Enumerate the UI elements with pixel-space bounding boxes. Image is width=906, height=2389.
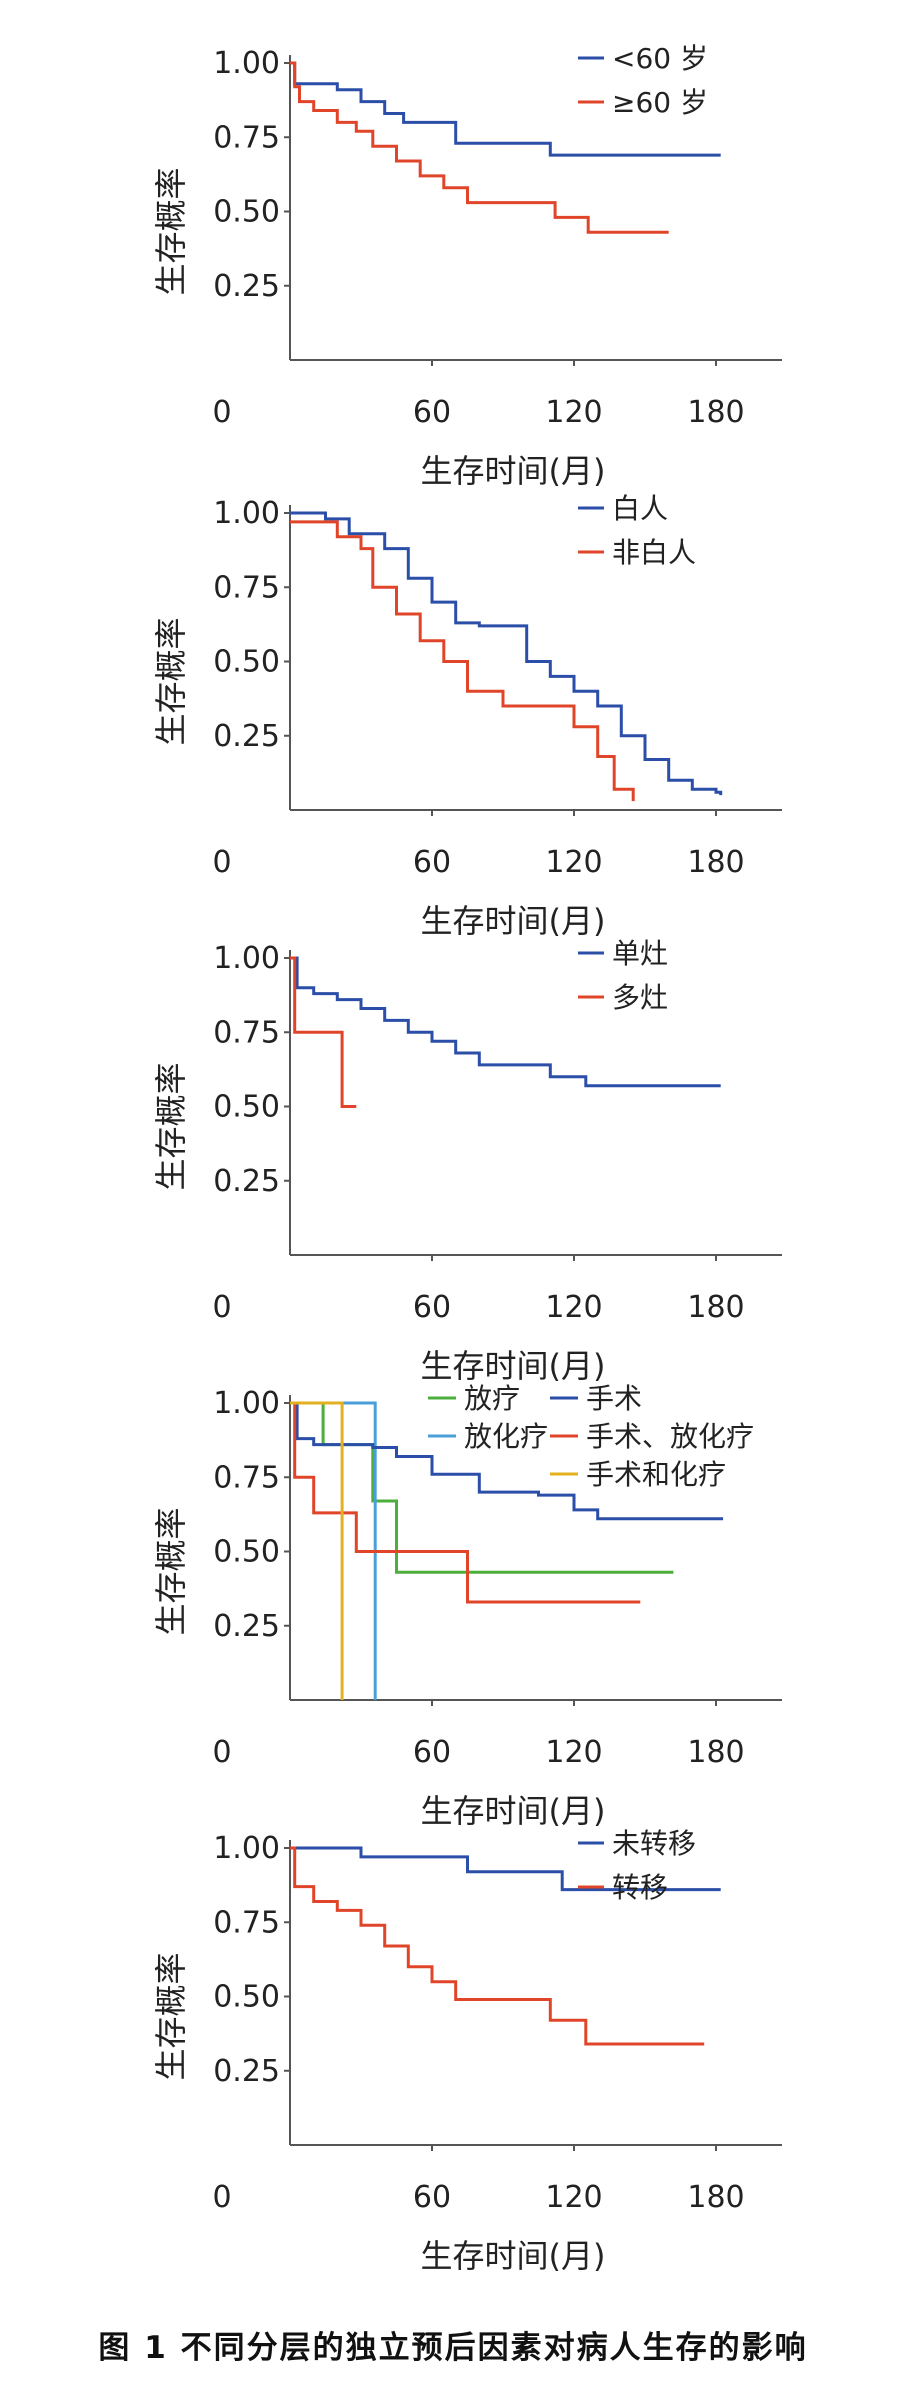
- x-origin-label: 0: [212, 845, 231, 880]
- chart-panel-4: 1.00 0.75 0.50 0.25 0 60 120 180 生存时间(月) 生存概率 放疗放化…: [152, 1382, 782, 1830]
- legend-label: 非白人: [612, 536, 696, 569]
- x-tick-label: 60: [413, 1290, 451, 1325]
- x-tick-label: 120: [545, 395, 602, 430]
- series-line-5: [290, 1401, 344, 1700]
- figure-caption: 图 1 不同分层的独立预后因素对病人生存的影响: [98, 2330, 808, 2366]
- x-origin-label: 0: [212, 1290, 231, 1325]
- legend-label: 放疗: [464, 1382, 520, 1415]
- x-tick-label: 60: [413, 1735, 451, 1770]
- x-tick-label: 120: [545, 1290, 602, 1325]
- y-tick-label: 1.00: [213, 496, 280, 531]
- x-tick-label: 60: [413, 395, 451, 430]
- x-axis-label: 生存时间(月): [421, 1347, 606, 1385]
- y-axis-label: 生存概率: [152, 617, 190, 745]
- series-line-2: [290, 61, 669, 234]
- legend-label: 未转移: [612, 1827, 696, 1860]
- x-tick-label: 120: [545, 845, 602, 880]
- y-tick-label: 0.75: [213, 1905, 280, 1940]
- y-tick-label: 0.75: [213, 1015, 280, 1050]
- series-line-1: [290, 1401, 674, 1574]
- x-axis-label: 生存时间(月): [421, 1792, 606, 1830]
- series-line-2: [290, 520, 635, 802]
- legend-label: 放化疗: [464, 1420, 548, 1453]
- series-line-1: [290, 61, 721, 157]
- y-tick-label: 0.50: [213, 1090, 280, 1125]
- chart-panel-5: 1.00 0.75 0.50 0.25 0 60 120 180 生存时间(月) 生存概率 未转移转…: [152, 1827, 782, 2275]
- y-tick-label: 0.75: [213, 570, 280, 605]
- x-tick-label: 180: [687, 395, 744, 430]
- y-tick-label: 0.25: [213, 1164, 280, 1199]
- x-tick-label: 180: [687, 1735, 744, 1770]
- y-axis-label: 生存概率: [152, 1062, 190, 1190]
- legend-label: 白人: [612, 492, 668, 525]
- x-tick-label: 180: [687, 2180, 744, 2215]
- y-tick-label: 0.50: [213, 1535, 280, 1570]
- legend-label: 转移: [612, 1871, 668, 1904]
- x-tick-label: 120: [545, 2180, 602, 2215]
- chart-panel-1: 1.00 0.75 0.50 0.25 0 60 120 180 生存时间(月) 生存概率 <60 …: [152, 42, 782, 490]
- y-tick-label: 0.25: [213, 2054, 280, 2089]
- legend-label: 单灶: [612, 937, 668, 970]
- y-tick-label: 1.00: [213, 1386, 280, 1421]
- x-origin-label: 0: [212, 1735, 231, 1770]
- y-tick-label: 0.50: [213, 1980, 280, 2015]
- series-line-1: [290, 1846, 721, 1892]
- y-tick-label: 0.50: [213, 195, 280, 230]
- x-tick-label: 60: [413, 845, 451, 880]
- series-line-2: [290, 1846, 705, 2046]
- y-tick-label: 0.50: [213, 645, 280, 680]
- y-axis-label: 生存概率: [152, 1507, 190, 1635]
- legend-label: 手术: [586, 1382, 642, 1415]
- legend-label: 多灶: [612, 981, 668, 1014]
- legend-label: <60 岁: [612, 42, 708, 75]
- series-line-2: [290, 956, 357, 1108]
- chart-panel-2: 1.00 0.75 0.50 0.25 0 60 120 180 生存时间(月) 生存概率 白人非白…: [152, 492, 782, 940]
- y-tick-label: 0.25: [213, 1609, 280, 1644]
- legend-label: ≥60 岁: [612, 86, 708, 119]
- y-tick-label: 0.75: [213, 1460, 280, 1495]
- series-line-1: [290, 956, 721, 1088]
- y-tick-label: 0.25: [213, 269, 280, 304]
- y-tick-label: 0.75: [213, 120, 280, 155]
- x-origin-label: 0: [212, 395, 231, 430]
- x-tick-label: 180: [687, 1290, 744, 1325]
- x-axis-label: 生存时间(月): [421, 902, 606, 940]
- y-tick-label: 1.00: [213, 1831, 280, 1866]
- x-tick-label: 60: [413, 2180, 451, 2215]
- y-tick-label: 1.00: [213, 46, 280, 81]
- x-axis-label: 生存时间(月): [421, 452, 606, 490]
- y-axis-label: 生存概率: [152, 167, 190, 295]
- x-axis-label: 生存时间(月): [421, 2237, 606, 2275]
- x-origin-label: 0: [212, 2180, 231, 2215]
- series-line-1: [290, 511, 723, 796]
- legend-label: 手术、放化疗: [586, 1420, 754, 1453]
- y-axis-label: 生存概率: [152, 1952, 190, 2080]
- x-tick-label: 180: [687, 845, 744, 880]
- series-line-4: [290, 1401, 641, 1604]
- series-line-3: [290, 1401, 724, 1521]
- y-tick-label: 1.00: [213, 941, 280, 976]
- legend-label: 手术和化疗: [586, 1458, 726, 1491]
- x-tick-label: 120: [545, 1735, 602, 1770]
- y-tick-label: 0.25: [213, 719, 280, 754]
